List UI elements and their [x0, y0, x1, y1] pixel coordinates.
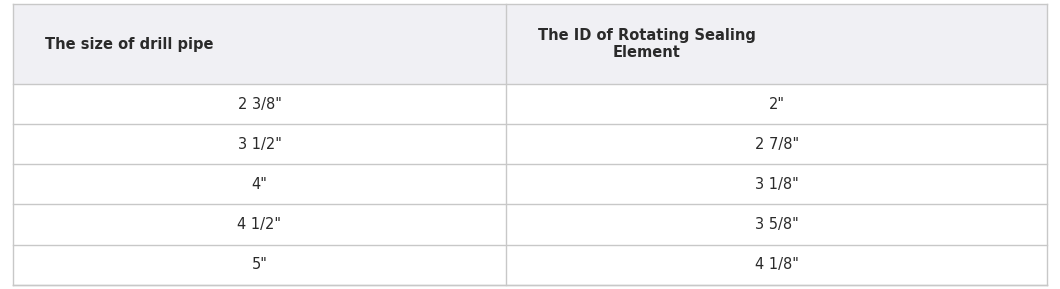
Bar	[507, 164, 1047, 205]
Text: 4": 4"	[251, 177, 267, 192]
Text: 2": 2"	[768, 97, 784, 112]
Text: 2 3/8": 2 3/8"	[237, 97, 281, 112]
Bar	[13, 164, 507, 205]
Bar	[507, 244, 1047, 285]
Bar	[507, 205, 1047, 244]
Text: The ID of Rotating Sealing
Element: The ID of Rotating Sealing Element	[538, 28, 756, 60]
Bar	[507, 84, 1047, 124]
Text: 3 1/2": 3 1/2"	[237, 137, 281, 152]
Bar	[13, 124, 507, 164]
Text: The size of drill pipe: The size of drill pipe	[45, 37, 213, 52]
Text: 5": 5"	[251, 257, 267, 272]
Text: 4 1/8": 4 1/8"	[755, 257, 798, 272]
Text: 3 5/8": 3 5/8"	[755, 217, 798, 232]
Bar	[507, 4, 1047, 84]
Bar	[13, 84, 507, 124]
Text: 2 7/8": 2 7/8"	[755, 137, 799, 152]
Text: 4 1/2": 4 1/2"	[237, 217, 282, 232]
Bar	[507, 124, 1047, 164]
Bar	[13, 244, 507, 285]
Bar	[13, 4, 507, 84]
Bar	[13, 205, 507, 244]
Text: 3 1/8": 3 1/8"	[755, 177, 798, 192]
